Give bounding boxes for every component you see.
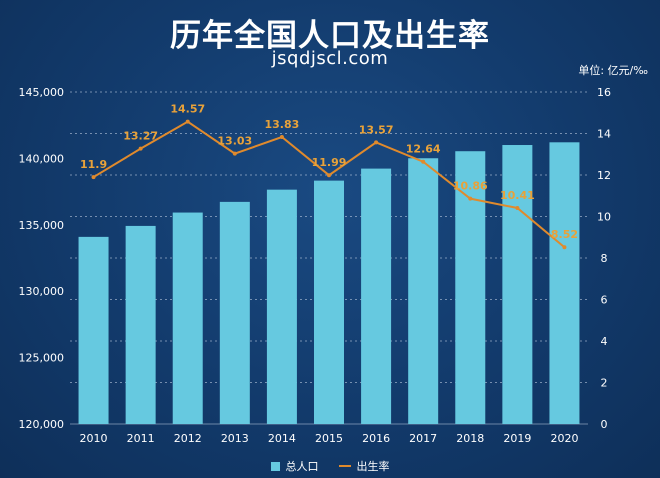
birthrate-point-2013: [232, 151, 237, 156]
birthrate-label-2012: 14.57: [170, 103, 205, 116]
birthrate-label-2010: 11.9: [80, 158, 107, 171]
birthrate-label-2013: 13.03: [217, 135, 252, 148]
bar-2012: [172, 212, 203, 424]
birthrate-label-2015: 11.99: [312, 156, 347, 169]
legend-label-population: 总人口: [285, 460, 319, 473]
y-right-tick-label: 6: [601, 294, 608, 307]
birthrate-point-2018: [468, 196, 473, 201]
x-tick-label-2011: 2011: [127, 432, 155, 445]
y-right-tick-label: 8: [601, 252, 608, 265]
birthrate-point-2019: [515, 205, 520, 210]
birthrate-label-2014: 13.83: [265, 118, 300, 131]
birthrate-label-2016: 13.57: [359, 123, 394, 136]
bars: [78, 142, 580, 425]
chart-title: 历年全国人口及出生率: [170, 18, 490, 54]
y-right-tick-label: 0: [601, 418, 608, 431]
x-tick-label-2013: 2013: [221, 432, 249, 445]
gridlines: [70, 91, 588, 425]
birthrate-label-2017: 12.64: [406, 143, 441, 156]
x-tick-label-2015: 2015: [315, 432, 343, 445]
birthrate-label-2011: 13.27: [123, 130, 158, 143]
y-axis-left: 120,000 125,000 130,000 135,000 140,000 145,0…: [19, 86, 65, 431]
legend: 总人口 出生率: [0, 458, 660, 474]
y-right-tick-label: 10: [597, 211, 611, 224]
bar-2020: [549, 142, 580, 425]
y-right-tick-label: 16: [597, 86, 611, 99]
bar-2016: [361, 168, 392, 424]
birthrate-point-2017: [421, 159, 426, 164]
birthrate-point-2010: [91, 175, 96, 180]
birthrate-point-2015: [327, 173, 331, 178]
x-tick-label-2014: 2014: [268, 432, 296, 445]
y-left-tick-label: 130,000: [19, 285, 65, 298]
bar-2017: [408, 158, 439, 425]
bar-2014: [266, 189, 297, 424]
birthrate-point-2014: [279, 135, 284, 140]
x-tick-label-2019: 2019: [503, 432, 531, 445]
legend-bar-swatch: [270, 461, 280, 471]
x-tick-label-2016: 2016: [362, 432, 390, 445]
x-tick-label-2012: 2012: [174, 432, 202, 445]
x-axis: 2010 2011 2012 2013 2014 2015 2016 2017 2018 2019…: [80, 432, 579, 445]
bar-2019: [502, 145, 533, 424]
birthrate-point-2011: [138, 146, 143, 151]
y-left-tick-label: 135,000: [19, 219, 65, 232]
legend-line-swatch: [338, 465, 351, 467]
y-left-tick-label: 140,000: [19, 152, 65, 165]
y-left-tick-label: 145,000: [19, 86, 65, 99]
birthrate-point-2016: [374, 140, 379, 145]
y-left-tick-label: 125,000: [19, 352, 65, 365]
legend-item-birthrate: 出生率: [338, 458, 390, 474]
y-left-tick-label: 120,000: [19, 418, 65, 431]
x-tick-label-2018: 2018: [456, 432, 484, 445]
birthrate-point-2012: [185, 119, 190, 124]
birthrate-label-2019: 10.41: [500, 189, 535, 202]
y-right-tick-label: 4: [601, 335, 608, 348]
bar-2013: [219, 201, 250, 424]
bar-2015: [314, 180, 344, 424]
y-right-tick-label: 2: [601, 377, 608, 390]
x-tick-label-2010: 2010: [80, 432, 108, 445]
legend-item-population: 总人口: [270, 458, 319, 474]
legend-label-birthrate: 出生率: [356, 460, 390, 473]
bar-2010: [78, 236, 109, 424]
y-right-tick-label: 12: [597, 169, 611, 182]
y-axis-right: 0 2 4 6 8 10 12 14 16: [597, 86, 611, 431]
x-tick-label-2017: 2017: [409, 432, 437, 445]
birthrate-point-2020: [562, 245, 567, 250]
watermark-text: jsqdjscl.com: [271, 48, 389, 69]
line-series: 11.9 13.27 14.57 13.03 13.83 11.99 13.57 12.64 1…: [80, 103, 578, 250]
y-right-tick-label: 14: [597, 128, 611, 141]
unit-label: 单位: 亿元/‰: [578, 64, 648, 77]
x-tick-label-2020: 2020: [550, 432, 578, 445]
birthrate-label-2018: 10.86: [453, 180, 488, 193]
bar-2011: [125, 225, 156, 424]
birthrate-label-2020: 8.52: [551, 228, 578, 241]
